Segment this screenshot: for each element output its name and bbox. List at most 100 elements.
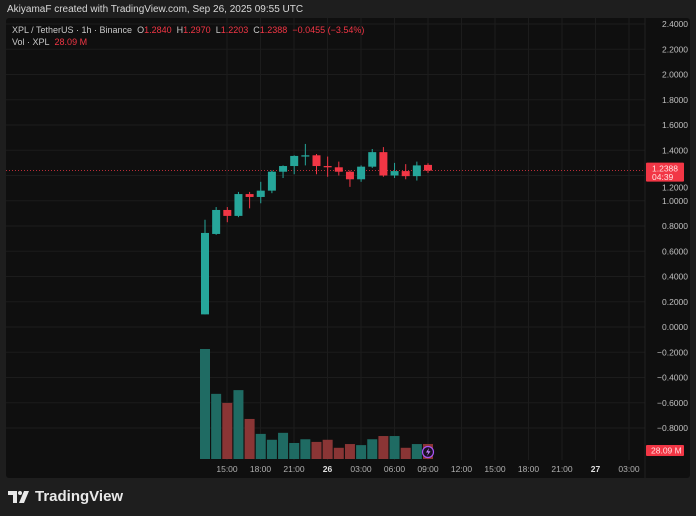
volume-tag-value: 28.09 M (651, 446, 682, 456)
high-value: 1.2970 (183, 25, 211, 35)
tradingview-wordmark: TradingView (35, 488, 124, 505)
open-value: 1.2840 (144, 25, 172, 35)
volume-bar (367, 439, 378, 459)
volume-bar (289, 442, 300, 459)
candle (234, 191, 243, 218)
candle-body (245, 194, 254, 197)
time-axis-label: 27 (591, 464, 601, 474)
candle-body (334, 167, 343, 172)
chart-caption: AkiyamaF created with TradingView.com, S… (7, 4, 304, 15)
volume-label[interactable]: Vol · XPL (12, 37, 50, 47)
candle-body (357, 166, 366, 180)
ohlc-row: XPL / TetherUS · 1h · Binance O1.2840 H1… (12, 24, 364, 36)
countdown-timer: 04:39 (652, 172, 674, 182)
price-axis-label: 0.2000 (662, 297, 688, 307)
symbol-name[interactable]: XPL / TetherUS · 1h · Binance (12, 25, 133, 35)
volume-row: Vol · XPL 28.09 M (12, 36, 364, 48)
candle-body (401, 171, 410, 177)
candle-body (323, 166, 332, 168)
symbol-legend: XPL / TetherUS · 1h · Binance O1.2840 H1… (12, 24, 364, 48)
candle (245, 191, 254, 209)
price-axis-label: 0.0000 (662, 322, 688, 332)
candle-body (279, 166, 288, 172)
candle (279, 165, 288, 179)
time-axis-label: 03:00 (618, 464, 640, 474)
candle (201, 219, 209, 315)
candle-body (212, 209, 221, 234)
candle-body (379, 152, 388, 176)
time-axis-label: 06:00 (384, 464, 406, 474)
candle (401, 164, 410, 180)
volume-bar (200, 349, 210, 459)
volume-tag (646, 445, 684, 456)
price-axis-label: −0.8000 (657, 423, 688, 433)
volume-bar (400, 447, 411, 459)
high-label: H (176, 25, 184, 35)
volume-bar (389, 436, 400, 459)
chart-panel[interactable] (6, 18, 690, 478)
candle (212, 207, 221, 235)
last-price-tag (646, 162, 684, 182)
candle-body (368, 152, 377, 167)
price-axis-label: 1.6000 (662, 120, 688, 130)
time-axis-label: 21:00 (551, 464, 573, 474)
candle-body (390, 171, 399, 176)
volume-bar (333, 447, 344, 459)
time-axis-label: 26 (323, 464, 333, 474)
candle-body (412, 165, 421, 177)
volume-bar (222, 402, 233, 459)
price-axis-label: 0.6000 (662, 246, 688, 256)
candle (379, 147, 388, 177)
candle-body (290, 155, 299, 167)
open-label: O (137, 25, 145, 35)
candle-body (312, 155, 321, 167)
lightning-bolt (426, 448, 431, 456)
time-axis-label: 21:00 (283, 464, 305, 474)
candle (390, 162, 399, 179)
candle (290, 155, 299, 175)
candle (312, 154, 321, 175)
volume-bar (266, 439, 277, 459)
price-axis-label: 0.4000 (662, 272, 688, 282)
candle (267, 170, 276, 194)
price-axis-label: 1.8000 (662, 95, 688, 105)
candle (412, 161, 421, 181)
candle-body (256, 190, 265, 197)
price-axis-label: 0.8000 (662, 221, 688, 231)
last-price-value: 1.2388 (652, 164, 678, 174)
tradingview-logo-icon (8, 490, 29, 503)
volume-bar (322, 439, 333, 459)
time-axis-label: 15:00 (216, 464, 238, 474)
price-axis-label: 1.4000 (662, 145, 688, 155)
candle (424, 163, 432, 173)
time-axis-label: 15:00 (484, 464, 506, 474)
time-axis-label: 12:00 (451, 464, 473, 474)
volume-bar (255, 433, 266, 459)
volume-bar (344, 444, 355, 459)
time-axis-label: 18:00 (518, 464, 540, 474)
candle (323, 156, 332, 177)
volume-bar (356, 445, 367, 459)
volume-bar (278, 432, 289, 459)
time-axis-label: 18:00 (250, 464, 272, 474)
candle-body (424, 164, 432, 171)
close-label: C (253, 25, 260, 35)
price-axis-label: 2.2000 (662, 44, 688, 54)
candle-body (301, 155, 310, 157)
price-axis-label: −0.4000 (657, 373, 688, 383)
time-axis-label: 03:00 (350, 464, 372, 474)
price-axis-label: −0.6000 (657, 398, 688, 408)
candle-body (234, 194, 243, 216)
close-value: 1.2388 (259, 25, 288, 35)
lightning-icon[interactable] (421, 445, 435, 459)
candle (256, 181, 265, 204)
tradingview-logo[interactable]: TradingView (8, 488, 123, 505)
candle (334, 161, 343, 176)
price-axis-label: 1.0000 (662, 196, 688, 206)
candle (357, 165, 366, 182)
price-axis-label: −0.2000 (657, 347, 688, 357)
candle-body (201, 232, 209, 315)
volume-bar (300, 439, 311, 459)
volume-bar (233, 390, 244, 459)
